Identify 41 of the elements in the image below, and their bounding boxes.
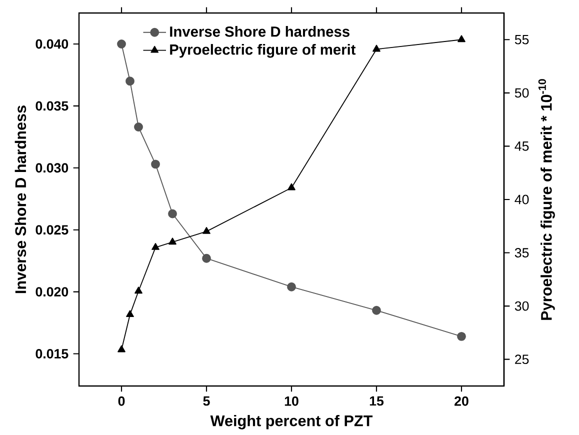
point (168, 209, 177, 218)
y2-tick-label: 35 (514, 248, 529, 258)
y-tick-label: 0.020 (36, 287, 68, 297)
point (372, 44, 380, 52)
point (288, 183, 296, 190)
x-tick-label: 10 (284, 396, 298, 406)
point (287, 282, 296, 292)
x-tick-label: 15 (370, 396, 384, 406)
point (151, 160, 160, 169)
x-tick-label: 20 (454, 396, 468, 406)
x-axis-title: Weight percent of PZT (210, 414, 373, 430)
point (134, 122, 143, 132)
y-tick-label: 0.030 (36, 163, 68, 173)
y-tick-label: 0.015 (36, 349, 68, 358)
y2-tick-label: 55 (514, 34, 529, 44)
point (458, 35, 466, 42)
point (126, 310, 134, 318)
point (126, 76, 134, 86)
point (152, 242, 160, 250)
x-tick-label: 0 (118, 396, 125, 406)
y2-tick-label: 25 (515, 354, 529, 364)
y2-tick-label: 40 (514, 194, 529, 204)
y-axis-title: Inverse Shore D hardness (14, 106, 26, 294)
point (134, 286, 142, 294)
legend-label: Pyroelectric figure of merit (170, 44, 356, 58)
y2-tick-label: 45 (514, 142, 529, 151)
y2-tick-label: 50 (514, 88, 529, 98)
x-tick-label: 5 (203, 396, 210, 406)
point (168, 238, 176, 245)
legend-label: Inverse Shore D hardness (170, 26, 350, 37)
point (202, 226, 210, 234)
point (457, 332, 466, 341)
point (117, 40, 126, 48)
y-tick-label: 0.040 (36, 39, 68, 49)
point (372, 306, 381, 315)
y-tick-label: 0.025 (36, 225, 68, 235)
point (118, 345, 126, 352)
y-tick-label: 0.035 (36, 101, 68, 111)
y2-axis-title: Pyroelectric figure of merit * 10$^{-10}$ (538, 79, 555, 320)
point (202, 254, 211, 263)
y2-tick-label: 30 (514, 301, 529, 311)
